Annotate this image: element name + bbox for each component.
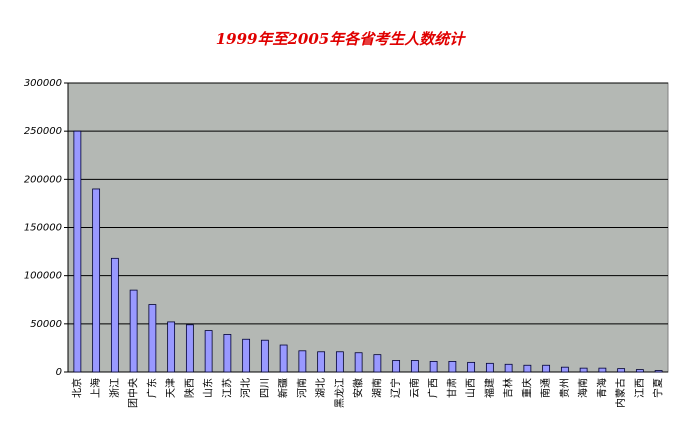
x-tick-label: 云南 bbox=[408, 378, 421, 398]
bar bbox=[560, 366, 569, 373]
bar bbox=[317, 351, 326, 373]
bar bbox=[148, 304, 157, 373]
x-tick-label: 湖南 bbox=[370, 378, 383, 398]
x-tick-label: 天津 bbox=[165, 378, 177, 398]
x-tick-label: 吉林 bbox=[502, 378, 515, 398]
x-tick-label: 江西 bbox=[634, 378, 646, 398]
bar bbox=[298, 350, 307, 373]
bar bbox=[335, 351, 344, 373]
x-tick-label: 安徽 bbox=[352, 378, 365, 398]
x-tick-label: 江苏 bbox=[220, 378, 233, 398]
bar bbox=[129, 289, 138, 373]
bar bbox=[579, 367, 588, 373]
x-tick-label: 青海 bbox=[595, 378, 608, 398]
x-tick-label: 团中央 bbox=[127, 378, 140, 408]
bar bbox=[260, 339, 269, 373]
x-tick-label: 山西 bbox=[465, 378, 477, 398]
x-tick-label: 陕西 bbox=[183, 378, 196, 398]
bar bbox=[617, 368, 626, 373]
x-tick-label: 山东 bbox=[202, 378, 215, 398]
y-tick-label: 50000 bbox=[30, 319, 62, 330]
y-tick-label: 100000 bbox=[24, 271, 62, 282]
bar bbox=[598, 367, 607, 373]
bar bbox=[73, 130, 82, 373]
x-tick-label: 浙江 bbox=[109, 378, 121, 398]
y-tick-label: 150000 bbox=[24, 223, 62, 234]
bar bbox=[542, 364, 551, 373]
x-tick-label: 福建 bbox=[483, 378, 496, 398]
x-tick-label: 内蒙古 bbox=[614, 378, 627, 408]
bar bbox=[167, 321, 176, 373]
x-tick-label: 广西 bbox=[428, 378, 440, 398]
x-tick-label: 河南 bbox=[295, 378, 308, 398]
bar bbox=[92, 188, 101, 373]
bar bbox=[373, 354, 382, 373]
chart-title: 1999年至2005年各省考生人数统计 bbox=[216, 30, 466, 48]
bar bbox=[429, 361, 438, 373]
bar bbox=[467, 361, 476, 373]
x-tick-label: 四川 bbox=[260, 378, 271, 398]
x-tick-label: 上海 bbox=[89, 378, 102, 398]
x-tick-label: 海南 bbox=[577, 378, 590, 398]
bar bbox=[504, 363, 513, 373]
bar bbox=[354, 352, 363, 373]
y-tick-label: 200000 bbox=[24, 174, 62, 185]
x-tick-label: 广东 bbox=[145, 378, 158, 398]
x-tick-label: 贵州 bbox=[558, 378, 571, 398]
bar bbox=[110, 257, 119, 373]
x-tick-label: 新疆 bbox=[277, 378, 290, 398]
bar bbox=[448, 361, 457, 373]
bar bbox=[635, 369, 644, 373]
bar bbox=[392, 360, 401, 373]
y-tick-label: 0 bbox=[56, 367, 62, 378]
bar bbox=[654, 370, 663, 373]
y-tick-label: 300000 bbox=[24, 78, 62, 89]
bar bbox=[242, 338, 251, 373]
bar bbox=[485, 362, 494, 373]
x-tick-label: 黑龙江 bbox=[333, 378, 346, 408]
bar bbox=[185, 324, 194, 373]
bar bbox=[523, 364, 532, 373]
x-tick-label: 辽宁 bbox=[389, 378, 402, 398]
bar bbox=[279, 344, 288, 373]
x-tick-label: 宁夏 bbox=[652, 378, 665, 398]
x-tick-label: 北京 bbox=[70, 378, 83, 398]
y-tick-label: 250000 bbox=[24, 126, 62, 137]
bar bbox=[223, 334, 232, 373]
x-tick-label: 湖北 bbox=[315, 378, 327, 398]
bar bbox=[410, 360, 419, 373]
x-tick-label: 河北 bbox=[240, 378, 252, 398]
x-tick-label: 甘肃 bbox=[445, 378, 458, 398]
x-tick-label: 重庆 bbox=[520, 378, 533, 398]
x-tick-label: 南通 bbox=[539, 378, 552, 398]
bar bbox=[204, 330, 213, 373]
